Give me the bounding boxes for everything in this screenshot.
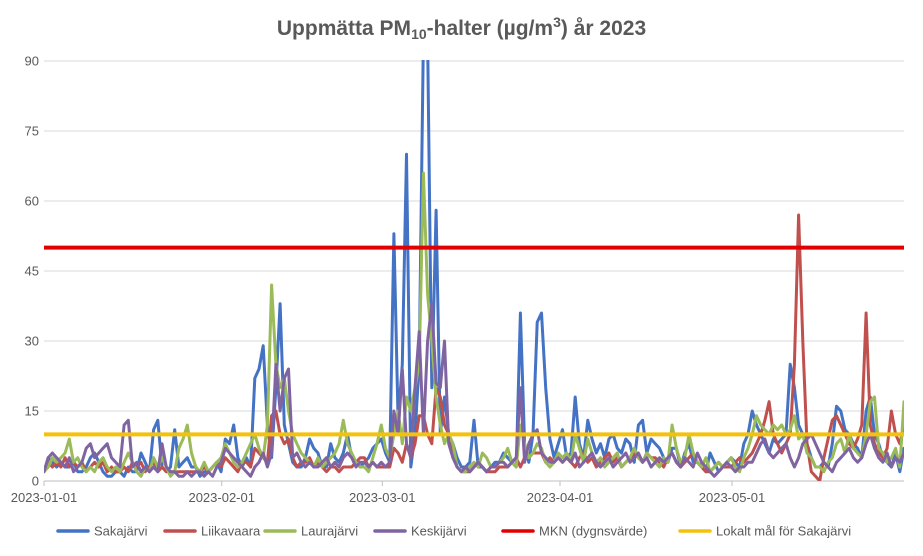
chart-title: Uppmätta PM10-halter (µg/m3) år 2023 — [0, 14, 923, 42]
title-subscript: 10 — [411, 26, 427, 42]
x-tick-label: 2023-02-01 — [188, 490, 255, 505]
x-tick-label: 2023-04-01 — [527, 490, 594, 505]
legend-label-1: Liikavaara — [201, 524, 261, 539]
plot-area — [44, 60, 904, 481]
legend-label-0: Sakajärvi — [94, 524, 148, 539]
legend-label-4: MKN (dygnsvärde) — [539, 524, 647, 539]
y-tick-label: 15 — [25, 404, 39, 419]
series-line-2 — [44, 171, 904, 478]
y-tick-label: 45 — [25, 264, 39, 279]
title-superscript: 3 — [553, 14, 561, 30]
legend-label-2: Laurajärvi — [301, 524, 358, 539]
legend-label-3: Keskijärvi — [411, 524, 467, 539]
x-tick-label: 2023-01-01 — [11, 490, 78, 505]
x-tick-label: 2023-03-01 — [349, 490, 416, 505]
y-tick-label: 60 — [25, 194, 39, 209]
y-tick-label: 0 — [32, 474, 39, 489]
y-tick-label: 90 — [25, 54, 39, 69]
legend-label-5: Lokalt mål för Sakajärvi — [716, 524, 851, 539]
title-middle: -halter (µg/m — [426, 17, 554, 40]
x-tick-label: 2023-05-01 — [699, 490, 766, 505]
title-prefix: Uppmätta PM — [276, 17, 412, 40]
series-line-3 — [44, 302, 904, 478]
y-tick-label: 30 — [25, 334, 39, 349]
y-tick-label: 75 — [25, 124, 39, 139]
title-suffix: ) år 2023 — [560, 17, 647, 40]
